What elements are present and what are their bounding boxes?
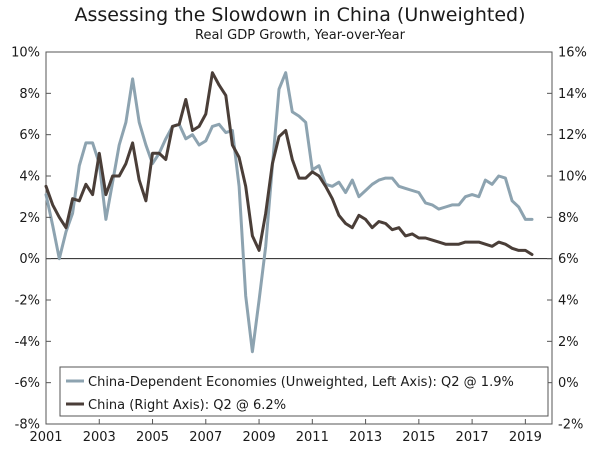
left-tick-label: -2% xyxy=(15,294,40,309)
right-tick-label: -2% xyxy=(558,418,583,433)
x-tick-label: 2009 xyxy=(243,430,276,445)
right-tick-label: 16% xyxy=(558,46,587,61)
plot-area-frame xyxy=(45,51,553,425)
legend-box xyxy=(59,366,549,417)
left-tick-label: 6% xyxy=(19,128,40,143)
x-tick-label: 2001 xyxy=(29,430,62,445)
right-tick-label: 2% xyxy=(558,335,579,350)
x-tick-label: 2003 xyxy=(83,430,116,445)
left-tick-label: -6% xyxy=(15,376,40,391)
x-tick-label: 2017 xyxy=(456,430,489,445)
x-tick-label: 2011 xyxy=(296,430,329,445)
x-tick-label: 2015 xyxy=(402,430,435,445)
x-tick-label: 2007 xyxy=(189,430,222,445)
series-line-china-dependent xyxy=(44,71,534,354)
legend-label-china-dependent: China-Dependent Economies (Unweighted, L… xyxy=(88,375,514,390)
chart-title: Assessing the Slowdown in China (Unweigh… xyxy=(75,4,526,26)
right-tick-label: 4% xyxy=(558,294,579,309)
left-tick-label: 10% xyxy=(11,46,40,61)
series-line-china xyxy=(44,71,534,256)
right-tick-label: 14% xyxy=(558,87,587,102)
right-tick-label: 10% xyxy=(558,170,587,185)
left-tick-label: 2% xyxy=(19,211,40,226)
left-tick-label: -8% xyxy=(15,418,40,433)
right-tick-label: 6% xyxy=(558,252,579,267)
x-tick-label: 2005 xyxy=(136,430,169,445)
right-tick-label: 12% xyxy=(558,128,587,143)
x-tick-label: 2019 xyxy=(509,430,542,445)
left-tick-label: 0% xyxy=(19,252,40,267)
x-tick-label: 2013 xyxy=(349,430,382,445)
legend-label-china: China (Right Axis): Q2 @ 6.2% xyxy=(88,398,286,413)
chart-subtitle: Real GDP Growth, Year-over-Year xyxy=(195,28,406,43)
legend: China-Dependent Economies (Unweighted, L… xyxy=(59,366,549,417)
right-tick-label: 8% xyxy=(558,211,579,226)
left-tick-label: 4% xyxy=(19,170,40,185)
right-tick-label: 0% xyxy=(558,376,579,391)
left-tick-label: 8% xyxy=(19,87,40,102)
left-tick-label: -4% xyxy=(15,335,40,350)
